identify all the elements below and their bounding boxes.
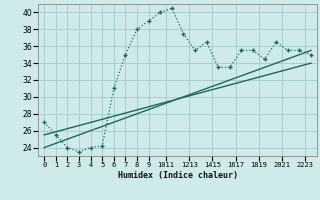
X-axis label: Humidex (Indice chaleur): Humidex (Indice chaleur) — [118, 171, 238, 180]
